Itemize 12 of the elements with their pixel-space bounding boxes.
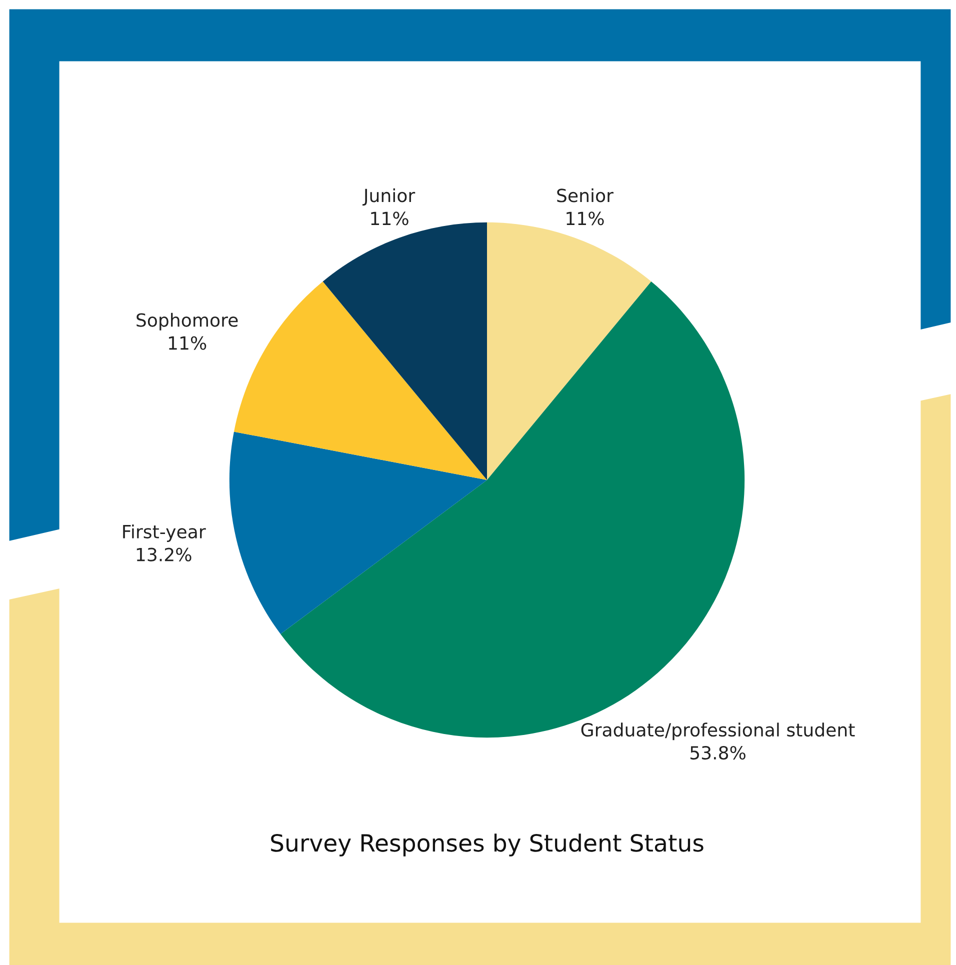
- slice-label: Senior: [557, 188, 614, 202]
- data-label: 11%: [371, 212, 408, 226]
- data-label: 13.2%: [136, 548, 192, 562]
- data-label: 11%: [566, 212, 604, 226]
- pie-slice: [229, 432, 487, 634]
- data-label: 53.8%: [690, 746, 746, 760]
- slice-label: Graduate/professional student: [581, 722, 855, 740]
- data-label: 11%: [168, 336, 206, 350]
- slice-label: Junior: [362, 188, 416, 206]
- text: Survey Responses by Student Status: [271, 834, 704, 856]
- slice-label: First-year: [123, 524, 206, 542]
- slice-label: Sophomore: [136, 312, 238, 330]
